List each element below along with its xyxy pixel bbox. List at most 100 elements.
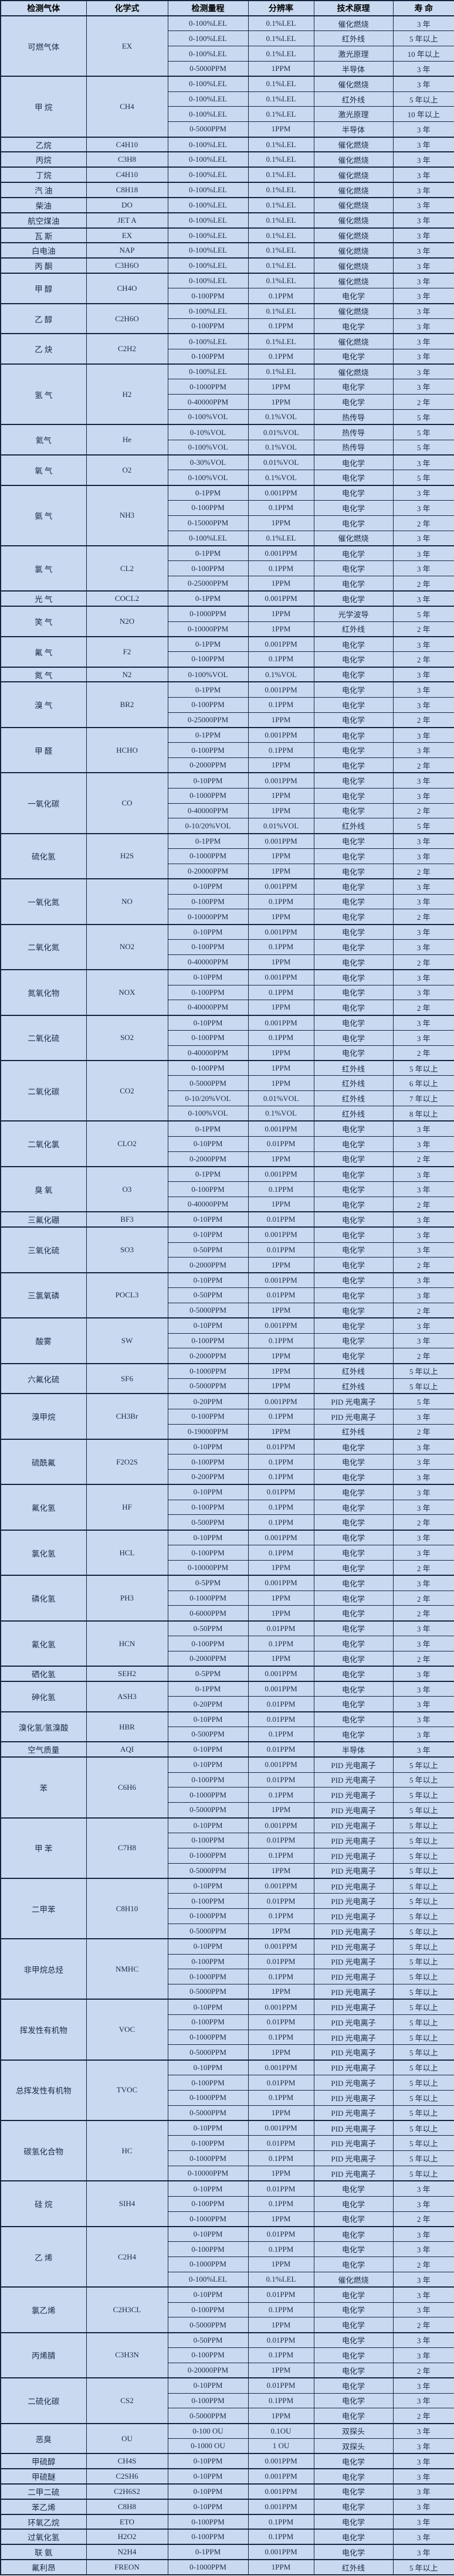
lifespan-cell: 5 年以上 bbox=[392, 1953, 454, 1970]
lifespan-cell: 3 年 bbox=[392, 2513, 454, 2530]
resolution-cell: 0.001PPM bbox=[248, 923, 314, 940]
gas-name-cell: 氮氧化物 bbox=[0, 969, 87, 1016]
resolution-cell: 0.01PPM bbox=[248, 1953, 314, 1970]
range-cell: 0-25000PPM bbox=[167, 576, 249, 592]
lifespan-cell: 2 年 bbox=[392, 1197, 454, 1212]
range-cell: 0-2000PPM bbox=[167, 1151, 249, 1167]
principle-cell: 电化学 bbox=[313, 1242, 394, 1258]
range-cell: 0-100PPM bbox=[167, 348, 249, 365]
range-cell: 0-5000PPM bbox=[167, 1075, 249, 1092]
resolution-cell: 0.1PPM bbox=[248, 2196, 314, 2212]
formula-cell: CH4 bbox=[86, 76, 168, 138]
lifespan-cell: 5 年 bbox=[392, 439, 454, 456]
gas-name-cell: 碳氢化合物 bbox=[0, 2120, 87, 2181]
gas-name-cell: 氨 气 bbox=[0, 484, 87, 546]
table-row: 氧 气 O2 0-30%VOL 0.01%VOL 电化学 3 年 bbox=[0, 454, 454, 486]
range-cell: 0-100PPM bbox=[167, 893, 249, 910]
table-row: 0-20PPM 0.01PPM 电化学 3 年 bbox=[1, 1696, 454, 1712]
resolution-cell: 0.1%LEL bbox=[248, 136, 314, 152]
principle-cell: 电化学 bbox=[313, 2529, 394, 2545]
gas-name-cell: 氯化氢 bbox=[0, 1529, 87, 1576]
principle-cell: 电化学 bbox=[313, 803, 394, 819]
resolution-cell: 0.001PPM bbox=[248, 1756, 314, 1773]
gas-name-cell: 磷化氢 bbox=[0, 1575, 87, 1622]
lifespan-cell: 3 年 bbox=[392, 1242, 454, 1258]
lifespan-cell: 2 年 bbox=[392, 757, 454, 773]
table-row: 瓦 斯 EX 0-100%LEL 0.1%LEL 催化燃烧 3 年 bbox=[0, 227, 454, 243]
range-cell: 0-40000PPM bbox=[167, 1045, 249, 1061]
gas-name-cell: 氯 气 bbox=[0, 545, 87, 592]
table-row: 氟化氢 HF 0-10PPM 0.01PPM 电化学 3 年 bbox=[0, 1484, 454, 1531]
lifespan-cell: 5 年以上 bbox=[392, 1378, 454, 1394]
lifespan-cell: 3 年 bbox=[392, 635, 454, 653]
range-cell: 0-100PPM bbox=[167, 500, 249, 516]
gas-name-cell: 恶臭 bbox=[0, 2422, 87, 2454]
lifespan-cell: 3 年 bbox=[392, 726, 454, 743]
range-cell: 0-100%LEL bbox=[167, 106, 249, 123]
principle-cell: 电化学 bbox=[313, 1469, 394, 1485]
resolution-cell: 0.001PPM bbox=[248, 681, 314, 698]
principle-cell: 红外线 bbox=[313, 1090, 394, 1107]
table-row: 氯乙烯 C2H3CL 0-10PPM 0.01PPM 电化学 3 年 bbox=[0, 2286, 454, 2333]
principle-cell: 电化学 bbox=[313, 969, 394, 985]
lifespan-cell: 3 年 bbox=[392, 379, 454, 395]
principle-cell: 光学波导 bbox=[313, 606, 394, 622]
table-row: 0-100PPM 0.1PPM 电化学 3 年 bbox=[1, 288, 454, 304]
table-row: 乙烷 C4H10 0-100%LEL 0.1%LEL 催化燃烧 3 年 bbox=[0, 136, 454, 152]
resolution-cell: 0.001PPM bbox=[248, 1999, 314, 2015]
principle-cell: 电化学 bbox=[313, 1029, 394, 1046]
range-cell: 0-1000PPM bbox=[167, 1969, 249, 1985]
range-cell: 0-10/20%VOL bbox=[167, 1090, 249, 1107]
lifespan-cell: 3 年 bbox=[392, 1484, 454, 1500]
formula-cell: N2O bbox=[86, 606, 168, 637]
range-cell: 0-10PPM bbox=[167, 2468, 249, 2485]
range-cell: 0-5000PPM bbox=[167, 1923, 249, 1939]
principle-cell: 电化学 bbox=[313, 1165, 394, 1182]
formula-cell: SO3 bbox=[86, 1226, 168, 1273]
lifespan-cell: 3 年 bbox=[392, 696, 454, 713]
range-cell: 0-100PPM bbox=[167, 1953, 249, 1970]
range-cell: 0-10PPM bbox=[167, 2483, 249, 2500]
range-cell: 0-1000PPM bbox=[167, 787, 249, 804]
lifespan-cell: 3 年 bbox=[392, 1014, 454, 1031]
resolution-cell: 0.001PPM bbox=[248, 1681, 314, 1697]
lifespan-cell: 3 年 bbox=[392, 1727, 454, 1742]
table-row: 0-1000PPM 1PPM 电化学 3 年 bbox=[1, 787, 454, 804]
lifespan-cell: 3 年 bbox=[392, 1499, 454, 1515]
range-cell: 0-50PPM bbox=[167, 1287, 249, 1303]
gas-name-cell: 溴甲烷 bbox=[0, 1393, 87, 1440]
resolution-cell: 0.01%VOL bbox=[248, 818, 314, 834]
table-row: 苯 C6H6 0-10PPM 0.001PPM PID 光电离子 5 年以上 bbox=[0, 1756, 454, 1819]
lifespan-cell: 3 年 bbox=[392, 2468, 454, 2485]
table-row: 0-100%VOL 0.1%VOL 热传导 5 年 bbox=[1, 409, 454, 425]
range-cell: 0-5000PPM bbox=[167, 2317, 249, 2333]
resolution-cell: 1PPM bbox=[248, 1802, 314, 1819]
gas-name-cell: 乙烷 bbox=[0, 136, 87, 152]
table-row: 航空煤油 JET A 0-100%LEL 0.1%LEL 催化燃烧 3 年 bbox=[0, 212, 454, 229]
range-cell: 0-100%LEL bbox=[167, 30, 249, 47]
principle-cell: 电化学 bbox=[313, 1590, 394, 1606]
resolution-cell: 1PPM bbox=[248, 1605, 314, 1622]
resolution-cell: 0.001PPM bbox=[248, 484, 314, 501]
table-row: 0-40000PPM 1PPM 电化学 2 年 bbox=[1, 954, 454, 970]
principle-cell: 电化学 bbox=[313, 2468, 394, 2485]
resolution-cell: 1PPM bbox=[248, 1559, 314, 1576]
header-row: 检测气体 化学式 检测量程 分辨率 技术原理 寿 命 bbox=[0, 0, 454, 16]
resolution-cell: 0.001PPM bbox=[248, 2120, 314, 2136]
range-cell: 0-1000PPM bbox=[167, 1590, 249, 1606]
table-row: 0-5000PPM 1PPM PID 光电离子 5 年以上 bbox=[1, 1863, 454, 1879]
lifespan-cell: 3 年 bbox=[392, 893, 454, 910]
range-cell: 0-100PPM bbox=[167, 1408, 249, 1425]
range-cell: 0-500PPM bbox=[167, 1727, 249, 1742]
range-cell: 0-10PPM bbox=[167, 1711, 249, 1728]
gas-name-cell: 氧 气 bbox=[0, 454, 87, 486]
principle-cell: 红外线 bbox=[313, 621, 394, 637]
principle-cell: PID 光电离子 bbox=[313, 1877, 394, 1894]
range-cell: 0-2000PPM bbox=[167, 1650, 249, 1667]
resolution-cell: 0.01PPM bbox=[248, 2377, 314, 2394]
table-row: 0-100%LEL 0.1%LEL 红外线 5 年以上 bbox=[1, 30, 454, 47]
resolution-cell: 0.001PPM bbox=[248, 2544, 314, 2560]
resolution-cell: 0.001PPM bbox=[248, 969, 314, 985]
lifespan-cell: 3 年 bbox=[392, 530, 454, 546]
table-row: 0-40000PPM 1PPM 电化学 2 年 bbox=[1, 1197, 454, 1212]
